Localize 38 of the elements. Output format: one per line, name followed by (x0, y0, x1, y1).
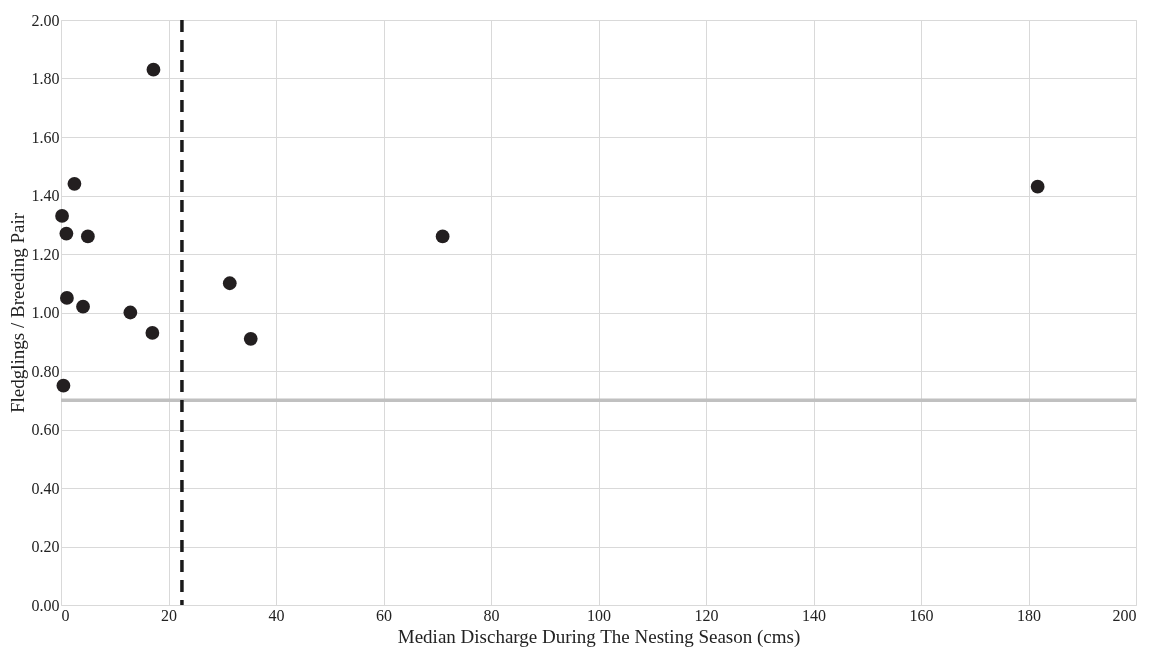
point (435, 229, 450, 244)
y-tick-label: 0.20 (31, 538, 60, 555)
point (67, 176, 82, 191)
x-tick-label: 80 (483, 606, 500, 624)
y-tick-label: 1.80 (31, 70, 60, 87)
x-tick-label: 60 (376, 606, 392, 624)
y-tick-label: 2.00 (31, 11, 60, 29)
point (222, 276, 237, 291)
x-tick-label: 140 (802, 606, 826, 624)
x-tick-label: 200 (1112, 606, 1137, 624)
y-tick-label: 1.00 (31, 304, 60, 321)
y-tick-label: 0.60 (31, 421, 60, 438)
x-axis-title: Median Discharge During The Nesting Season (cms) (397, 625, 801, 648)
point (243, 331, 258, 346)
point (59, 226, 74, 241)
point (76, 299, 90, 314)
x-tick-label: 160 (909, 606, 934, 624)
x-tick-label: 120 (694, 606, 719, 624)
point (123, 305, 138, 320)
point (56, 378, 71, 393)
point (55, 209, 69, 223)
y-tick-label: 0.40 (31, 479, 60, 497)
x-tick-label: 20 (161, 606, 177, 624)
y-tick-label: 1.60 (31, 128, 60, 146)
x-tick-label: 40 (268, 606, 285, 624)
y-tick-label: 0.80 (31, 362, 60, 380)
x-tick-label: 0 (61, 606, 70, 624)
y-tick-label: 1.40 (31, 187, 60, 204)
x-tick-label: 100 (587, 606, 611, 624)
point (60, 291, 74, 305)
y-tick-label: 1.20 (31, 245, 60, 263)
y-axis-title: Fledglings / Breeding Pair (6, 212, 28, 414)
point (1030, 179, 1045, 194)
point (145, 326, 160, 340)
y-tick-label: 0.00 (31, 596, 60, 614)
point (146, 62, 161, 77)
point (80, 229, 95, 244)
x-tick-label: 180 (1017, 606, 1041, 624)
